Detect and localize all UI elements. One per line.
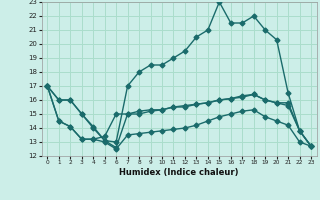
- X-axis label: Humidex (Indice chaleur): Humidex (Indice chaleur): [119, 168, 239, 177]
